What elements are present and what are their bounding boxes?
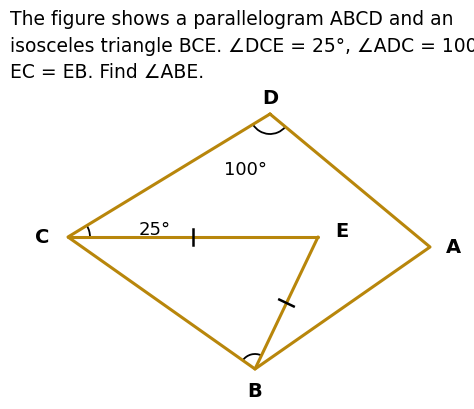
Text: C: C [35,228,49,247]
Text: D: D [262,88,278,107]
Text: E: E [336,222,348,241]
Text: 100°: 100° [224,161,266,179]
Text: B: B [247,382,263,400]
Text: A: A [446,238,461,257]
Text: The figure shows a parallelogram ABCD and an
isosceles triangle BCE. ∠DCE = 25°,: The figure shows a parallelogram ABCD an… [10,10,474,82]
Text: 25°: 25° [139,220,171,238]
